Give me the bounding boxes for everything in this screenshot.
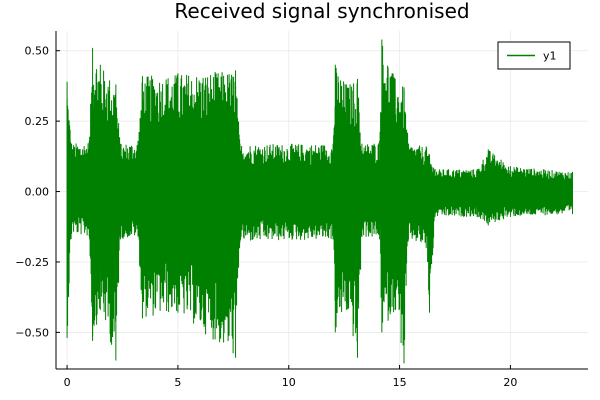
x-tick-label: 5 xyxy=(174,376,181,389)
legend-label-y1: y1 xyxy=(543,50,557,63)
x-tick-label: 10 xyxy=(282,376,296,389)
y-tick-label: 0.50 xyxy=(25,45,50,58)
tick-labels: 0 5 10 15 20 −0.50 −0.25 0.00 0.25 0.50 xyxy=(15,45,517,389)
signal-series xyxy=(66,39,573,364)
legend: y1 xyxy=(497,41,571,70)
y-tick-label: −0.25 xyxy=(15,256,49,269)
y-tick-label: 0.25 xyxy=(25,115,50,128)
y-tick-label: −0.50 xyxy=(15,326,49,339)
x-tick-label: 20 xyxy=(503,376,517,389)
x-tick-label: 15 xyxy=(393,376,407,389)
y-tick-label: 0.00 xyxy=(25,186,50,199)
chart-title: Received signal synchronised xyxy=(174,0,469,23)
axes xyxy=(55,31,588,370)
x-tick-label: 0 xyxy=(64,376,71,389)
